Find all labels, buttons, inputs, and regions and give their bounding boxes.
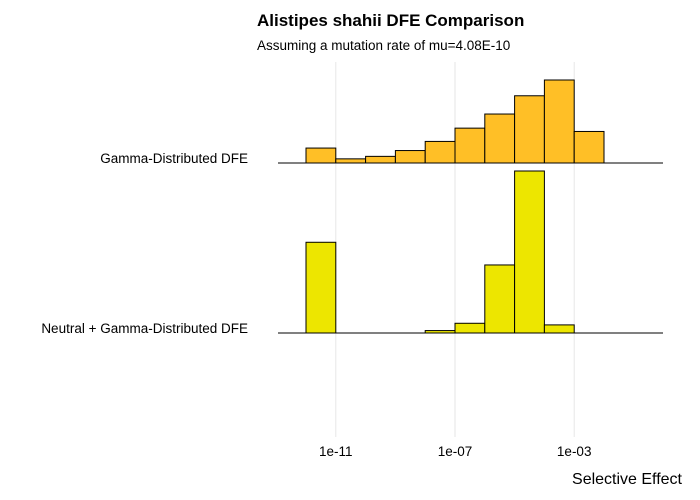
x-tick-label-2: 1e-03 xyxy=(557,444,592,459)
baselines xyxy=(278,162,663,334)
x-tick-label-0: 1e-11 xyxy=(319,444,353,459)
series-0 xyxy=(305,79,605,164)
x-tick-labels: 1e-11 1e-07 1e-03 xyxy=(319,444,591,459)
bar-0-9 xyxy=(573,130,605,164)
bar-1-6 xyxy=(484,264,516,334)
bar-1-5 xyxy=(454,322,486,334)
bar-0-2 xyxy=(365,155,396,164)
series-1 xyxy=(305,170,575,334)
bar-1-7 xyxy=(514,170,545,334)
chart-title: Alistipes shahii DFE Comparison xyxy=(257,11,524,30)
category-label-0: Gamma-Distributed DFE xyxy=(100,151,248,166)
x-tick-label-1: 1e-07 xyxy=(438,444,473,459)
bar-0-7 xyxy=(514,95,545,164)
chart-subtitle: Assuming a mutation rate of mu=4.08E-10 xyxy=(257,38,510,53)
bar-0-1 xyxy=(335,158,367,164)
bar-0-3 xyxy=(394,150,426,164)
category-labels: Gamma-Distributed DFE Neutral + Gamma-Dis… xyxy=(41,151,248,336)
histogram-bars xyxy=(305,79,605,334)
bar-0-4 xyxy=(424,140,456,164)
category-label-1: Neutral + Gamma-Distributed DFE xyxy=(41,321,248,336)
bar-0-0 xyxy=(305,147,337,164)
bar-0-5 xyxy=(454,127,486,164)
bar-0-8 xyxy=(543,79,575,164)
bar-1-0 xyxy=(305,241,337,334)
bar-1-8 xyxy=(543,324,575,334)
x-axis-title: Selective Effect xyxy=(572,471,683,488)
bar-0-6 xyxy=(484,113,516,164)
